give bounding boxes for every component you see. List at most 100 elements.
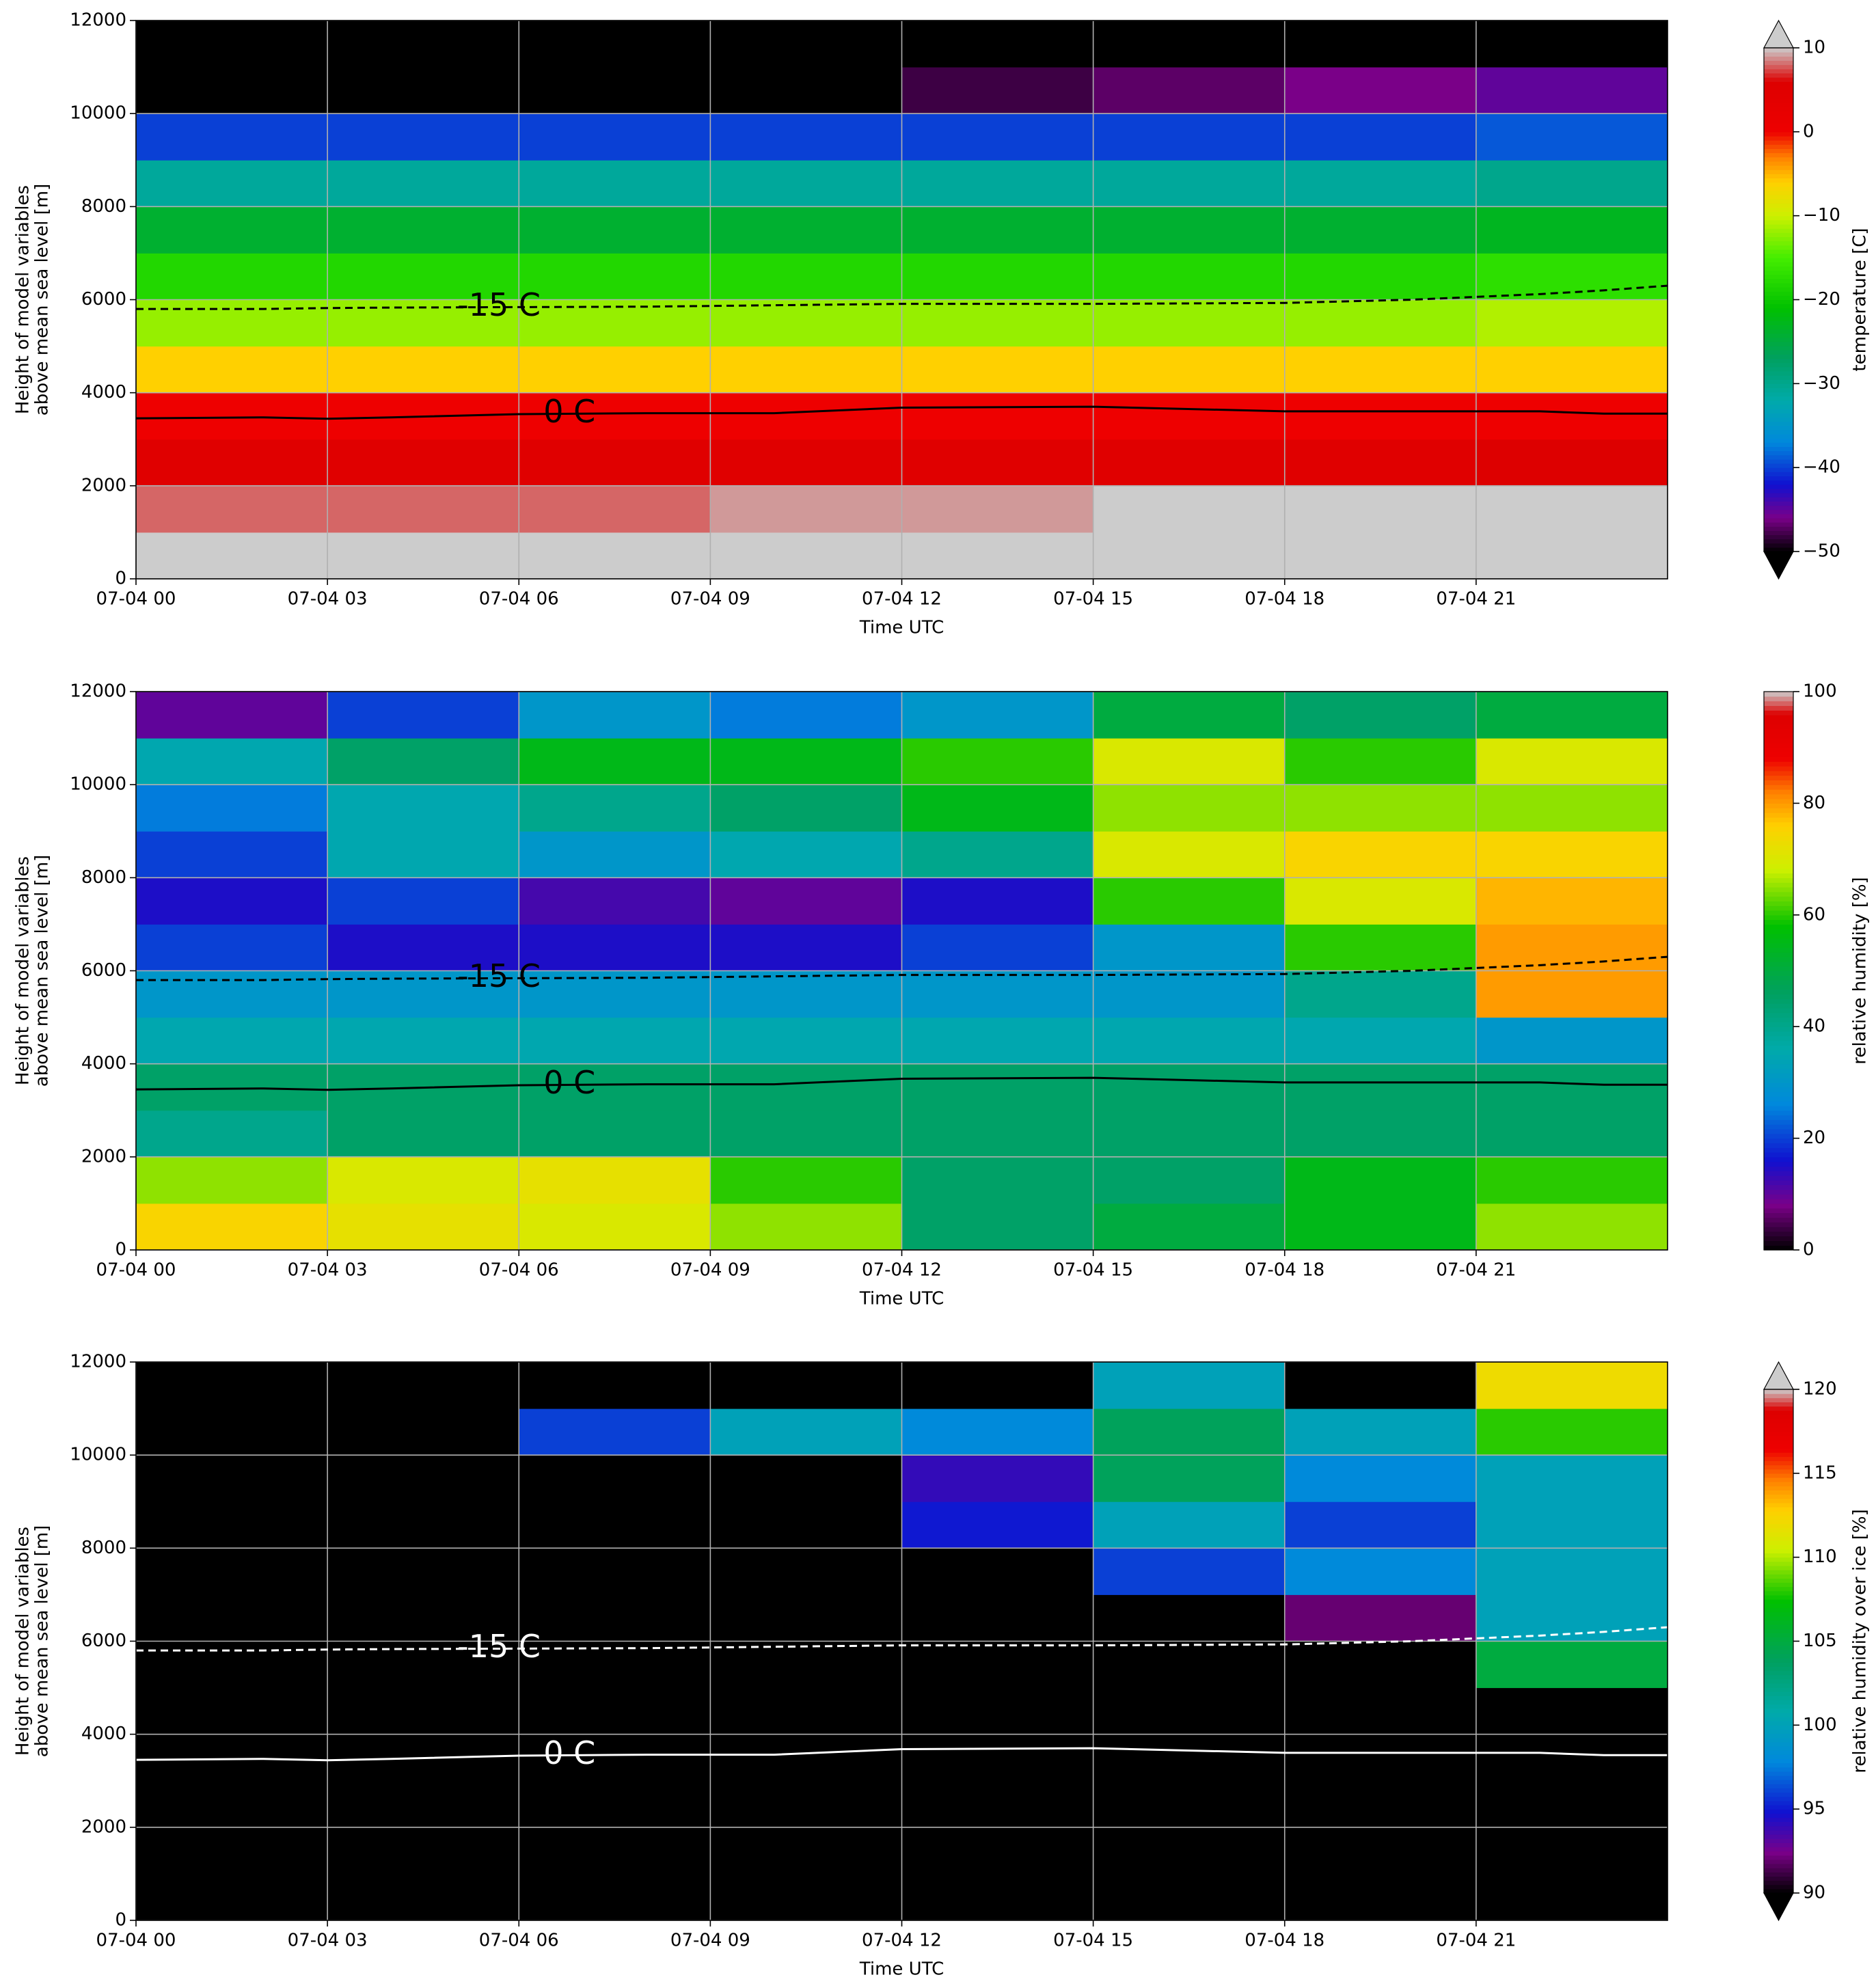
colorbar-step — [1764, 165, 1793, 170]
colorbar-step — [1764, 1813, 1793, 1819]
colorbar-step — [1764, 798, 1793, 804]
colorbar-step — [1764, 207, 1793, 213]
colorbar-step — [1764, 1746, 1793, 1751]
heat-cell — [710, 1827, 902, 1875]
heat-cell — [710, 1734, 902, 1782]
colorbar-step — [1764, 1431, 1793, 1436]
colorbar-step — [1764, 934, 1793, 939]
y-axis-label: Height of model variables — [13, 1527, 33, 1756]
colorbar-step — [1764, 409, 1793, 413]
y-tick-label: 2000 — [81, 1146, 126, 1167]
plot-area — [136, 1362, 1668, 1921]
colorbar-step — [1764, 278, 1793, 284]
heat-cell — [710, 1017, 902, 1065]
colorbar-step — [1764, 493, 1793, 498]
colorbar-step — [1764, 1152, 1793, 1158]
heat-cell — [1476, 1362, 1668, 1409]
y-tick-label: 6000 — [81, 289, 126, 310]
colorbar-step — [1764, 863, 1793, 869]
heat-cell — [519, 1203, 711, 1251]
colorbar-step — [1764, 539, 1793, 544]
colorbar-step — [1764, 1212, 1793, 1218]
colorbar-label: relative humidity [%] — [1850, 877, 1871, 1064]
heat-cell — [1284, 1594, 1477, 1642]
heat-cell — [901, 877, 1094, 925]
heat-cell — [1476, 1641, 1668, 1689]
colorbar-step — [1764, 1599, 1793, 1604]
heat-cell — [1284, 1455, 1477, 1502]
colorbar-step — [1764, 1771, 1793, 1776]
heat-cell — [710, 1455, 902, 1502]
colorbar-step — [1764, 467, 1793, 472]
heat-cell — [136, 1110, 328, 1158]
heat-cell — [1284, 1548, 1477, 1595]
colorbar-step — [1764, 1091, 1793, 1097]
heat-cell — [1284, 1156, 1477, 1204]
heat-cell — [1093, 1408, 1286, 1456]
heat-cell — [1476, 206, 1668, 254]
colorbar-tick-label: −50 — [1803, 541, 1840, 562]
heat-cell — [1284, 346, 1477, 394]
colorbar-step — [1764, 1236, 1793, 1241]
colorbar-step — [1764, 817, 1793, 823]
colorbar-step — [1764, 131, 1793, 137]
x-tick-label: 07-04 03 — [288, 1260, 368, 1281]
heat-cell — [901, 1110, 1094, 1158]
heat-cell — [136, 21, 328, 68]
heat-cell — [519, 1548, 711, 1595]
colorbar-step — [1764, 1406, 1793, 1411]
colorbar-tick-label: −40 — [1803, 457, 1840, 478]
colorbar-step — [1764, 1620, 1793, 1625]
colorbar-step — [1764, 1842, 1793, 1848]
heat-cell — [1476, 1827, 1668, 1875]
colorbar-step — [1764, 696, 1793, 702]
colorbar-step — [1764, 337, 1793, 342]
heat-cell — [1093, 346, 1286, 394]
colorbar-extend-min — [1763, 1892, 1795, 1922]
colorbar-tick-label: 40 — [1803, 1016, 1825, 1037]
colorbar-step — [1764, 321, 1793, 325]
colorbar-step — [1764, 1611, 1793, 1617]
heat-cell — [710, 21, 902, 68]
colorbar-step — [1764, 547, 1793, 552]
colorbar-step — [1764, 1821, 1793, 1827]
colorbar-tick-label: 100 — [1803, 1715, 1837, 1735]
y-tick-label: 4000 — [81, 1724, 126, 1744]
colorbar-step — [1764, 405, 1793, 409]
heat-cell — [136, 1641, 328, 1689]
heat-cell — [1093, 1594, 1286, 1642]
colorbar-step — [1764, 396, 1793, 401]
heat-cell — [1284, 738, 1477, 785]
colorbar-step — [1764, 1017, 1793, 1022]
heat-cell — [136, 1687, 328, 1735]
colorbar-step — [1764, 1184, 1793, 1190]
heat-cell — [1476, 1734, 1668, 1782]
heat-cell — [1093, 1063, 1286, 1111]
heat-cell — [710, 1873, 902, 1921]
heat-cell — [1476, 785, 1668, 832]
colorbar-step — [1764, 480, 1793, 485]
colorbar-step — [1764, 1128, 1793, 1134]
heat-cell — [1284, 532, 1477, 580]
colorbar-step — [1764, 1231, 1793, 1237]
heat-cell — [710, 113, 902, 161]
heat-cell — [327, 1827, 519, 1875]
heat-cell — [327, 1594, 519, 1642]
colorbar-step — [1764, 1423, 1793, 1428]
colorbar-step — [1764, 989, 1793, 995]
colorbar-step — [1764, 757, 1793, 762]
heat-cell — [136, 67, 328, 114]
colorbar-step — [1764, 910, 1793, 916]
x-tick-label: 07-04 06 — [479, 1931, 559, 1951]
colorbar-step — [1764, 1031, 1793, 1037]
heat-cell — [901, 1548, 1094, 1595]
heat-cell — [1093, 299, 1286, 347]
heat-cell — [519, 831, 711, 878]
colorbar-step — [1764, 1410, 1793, 1415]
colorbar-step — [1764, 127, 1793, 133]
colorbar-step — [1764, 476, 1793, 481]
x-tick-label: 07-04 00 — [96, 1931, 176, 1951]
colorbar-step — [1764, 223, 1793, 229]
heat-cell — [1284, 1827, 1477, 1875]
colorbar-step — [1764, 793, 1793, 800]
